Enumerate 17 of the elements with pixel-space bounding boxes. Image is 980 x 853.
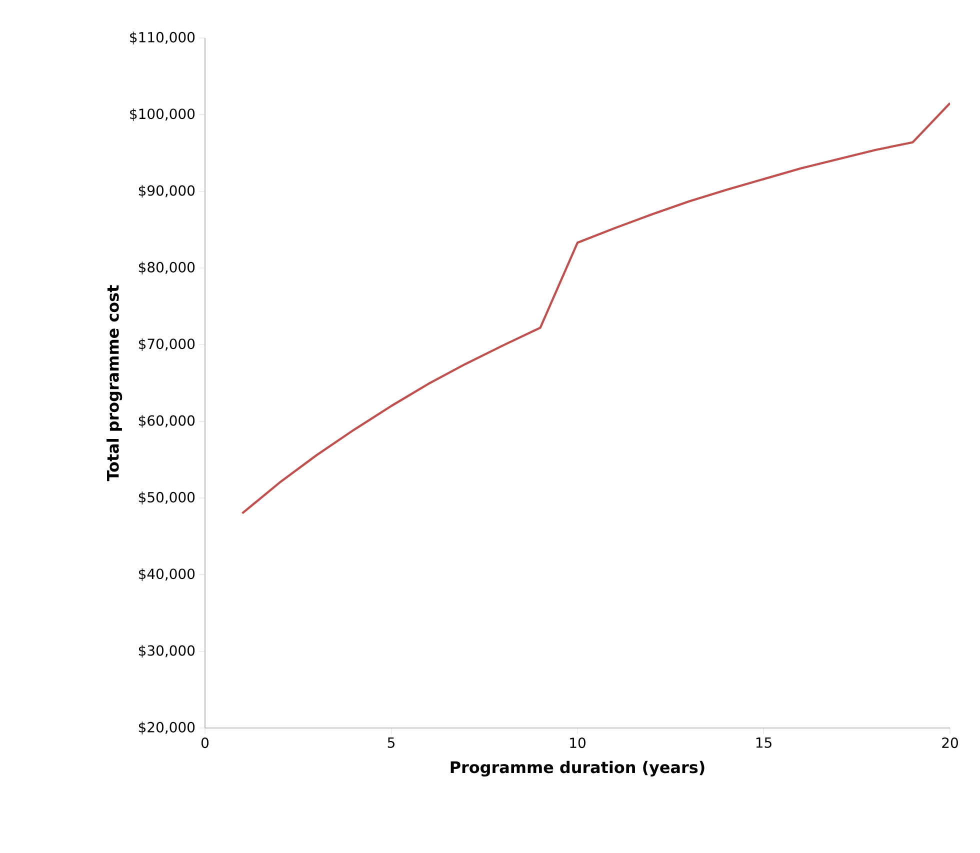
y-tick-label: $60,000 xyxy=(138,415,195,428)
y-tick-label: $70,000 xyxy=(138,338,195,351)
x-tick-label: 10 xyxy=(570,738,586,748)
x-tick-label: 5 xyxy=(388,738,394,748)
y-tick-label: $100,000 xyxy=(130,108,195,121)
y-tick-label: $80,000 xyxy=(138,262,195,274)
y-axis-title: Total programme cost xyxy=(106,285,122,482)
x-tick-label: 15 xyxy=(756,738,772,748)
y-tick-label: $20,000 xyxy=(138,722,195,734)
y-tick-label: $90,000 xyxy=(138,185,195,198)
x-axis-title: Programme duration (years) xyxy=(450,760,704,776)
y-tick-label: $40,000 xyxy=(138,568,195,581)
x-tick-label: 0 xyxy=(201,738,209,748)
y-tick-label: $30,000 xyxy=(138,645,195,658)
x-tick-label: 20 xyxy=(942,738,958,748)
y-tick-label: $50,000 xyxy=(138,492,195,504)
y-tick-label: $110,000 xyxy=(130,32,195,44)
